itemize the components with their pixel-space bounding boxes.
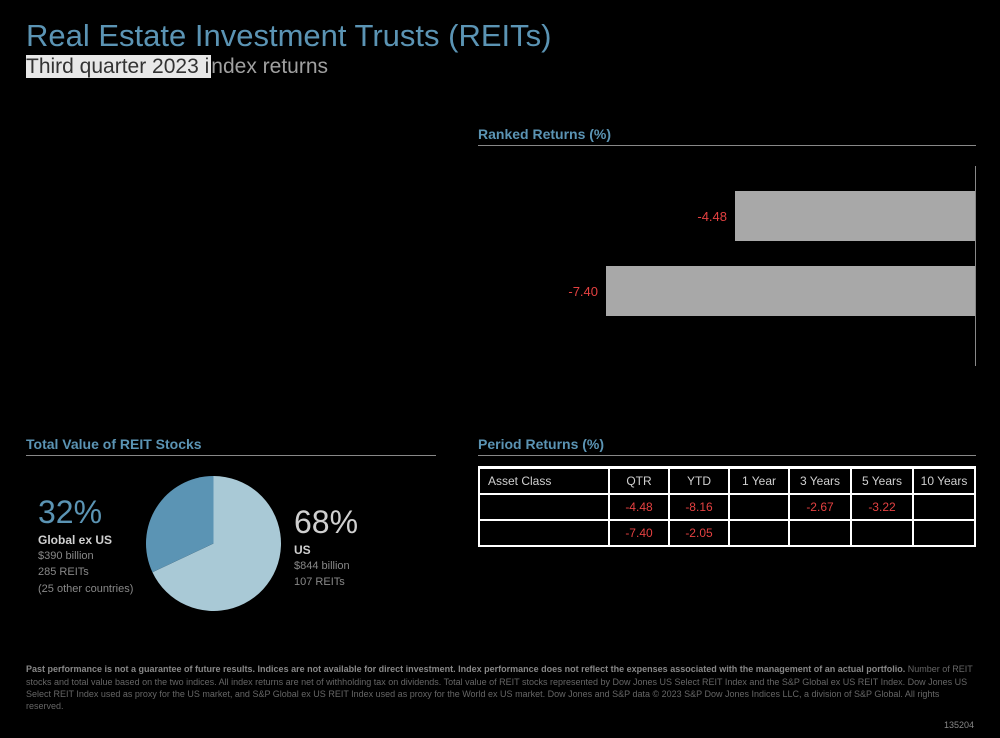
table-cell: -7.40	[609, 520, 669, 546]
table-header: QTR	[609, 468, 669, 495]
footer-bold: Past performance is not a guarantee of f…	[26, 664, 905, 674]
ranked-returns-title: Ranked Returns (%)	[478, 126, 976, 146]
period-returns-table: Asset ClassQTRYTD1 Year3 Years5 Years10 …	[478, 466, 976, 547]
subtitle-rest: ndex returns	[211, 55, 328, 78]
pie-left-pct: 32%	[38, 494, 138, 531]
pie-container: 32% Global ex US $390 billion 285 REITs …	[26, 476, 436, 636]
pie-left-label: 32% Global ex US $390 billion 285 REITs …	[38, 494, 138, 596]
table-cell	[913, 520, 975, 546]
bar-rect	[735, 191, 975, 241]
table-cell	[729, 520, 789, 546]
pie-left-detail1: $390 billion	[38, 549, 138, 563]
pie-chart	[146, 476, 281, 611]
table-header: YTD	[669, 468, 729, 495]
ranked-returns-chart: -4.48 -7.40	[478, 166, 976, 366]
table-header: 1 Year	[729, 468, 789, 495]
page-title: Real Estate Investment Trusts (REITs)	[26, 18, 551, 54]
table-row: -7.40-2.05	[479, 520, 975, 546]
table-cell	[789, 520, 851, 546]
pie-right-label: 68% US $844 billion 107 REITs	[294, 504, 434, 590]
pie-left-detail3: (25 other countries)	[38, 582, 138, 596]
table-header: Asset Class	[479, 468, 609, 495]
table-cell	[729, 494, 789, 520]
table-cell: -4.48	[609, 494, 669, 520]
page-subtitle: Third quarter 2023 index returns	[26, 55, 328, 79]
bar-row: -7.40	[568, 266, 975, 316]
table-cell: -8.16	[669, 494, 729, 520]
pie-left-name: Global ex US	[38, 533, 138, 547]
pie-right-detail1: $844 billion	[294, 559, 434, 573]
table-row: -4.48-8.16 -2.67-3.22	[479, 494, 975, 520]
table-cell: -2.05	[669, 520, 729, 546]
table-cell	[913, 494, 975, 520]
period-returns-title: Period Returns (%)	[478, 436, 976, 456]
footer-page-number: 135204	[944, 720, 974, 730]
footer-disclaimer: Past performance is not a guarantee of f…	[26, 663, 974, 712]
pie-right-name: US	[294, 543, 434, 557]
pie-right-detail2: 107 REITs	[294, 575, 434, 589]
pie-left-detail2: 285 REITs	[38, 565, 138, 579]
table-cell	[851, 520, 913, 546]
bar-value-label: -7.40	[568, 284, 598, 299]
ranked-returns-section: Ranked Returns (%) -4.48 -7.40	[478, 126, 976, 366]
table-header: 10 Years	[913, 468, 975, 495]
period-returns-section: Period Returns (%) Asset ClassQTRYTD1 Ye…	[478, 436, 976, 547]
table-cell	[479, 520, 609, 546]
table-cell: -3.22	[851, 494, 913, 520]
pie-title: Total Value of REIT Stocks	[26, 436, 436, 456]
table-header: 3 Years	[789, 468, 851, 495]
bar-row: -4.48	[697, 191, 975, 241]
table-cell	[479, 494, 609, 520]
table-cell: -2.67	[789, 494, 851, 520]
pie-right-pct: 68%	[294, 504, 434, 541]
table-header: 5 Years	[851, 468, 913, 495]
subtitle-highlight: Third quarter 2023 i	[26, 55, 211, 78]
bar-rect	[606, 266, 975, 316]
bar-value-label: -4.48	[697, 209, 727, 224]
pie-section: Total Value of REIT Stocks 32% Global ex…	[26, 436, 436, 636]
